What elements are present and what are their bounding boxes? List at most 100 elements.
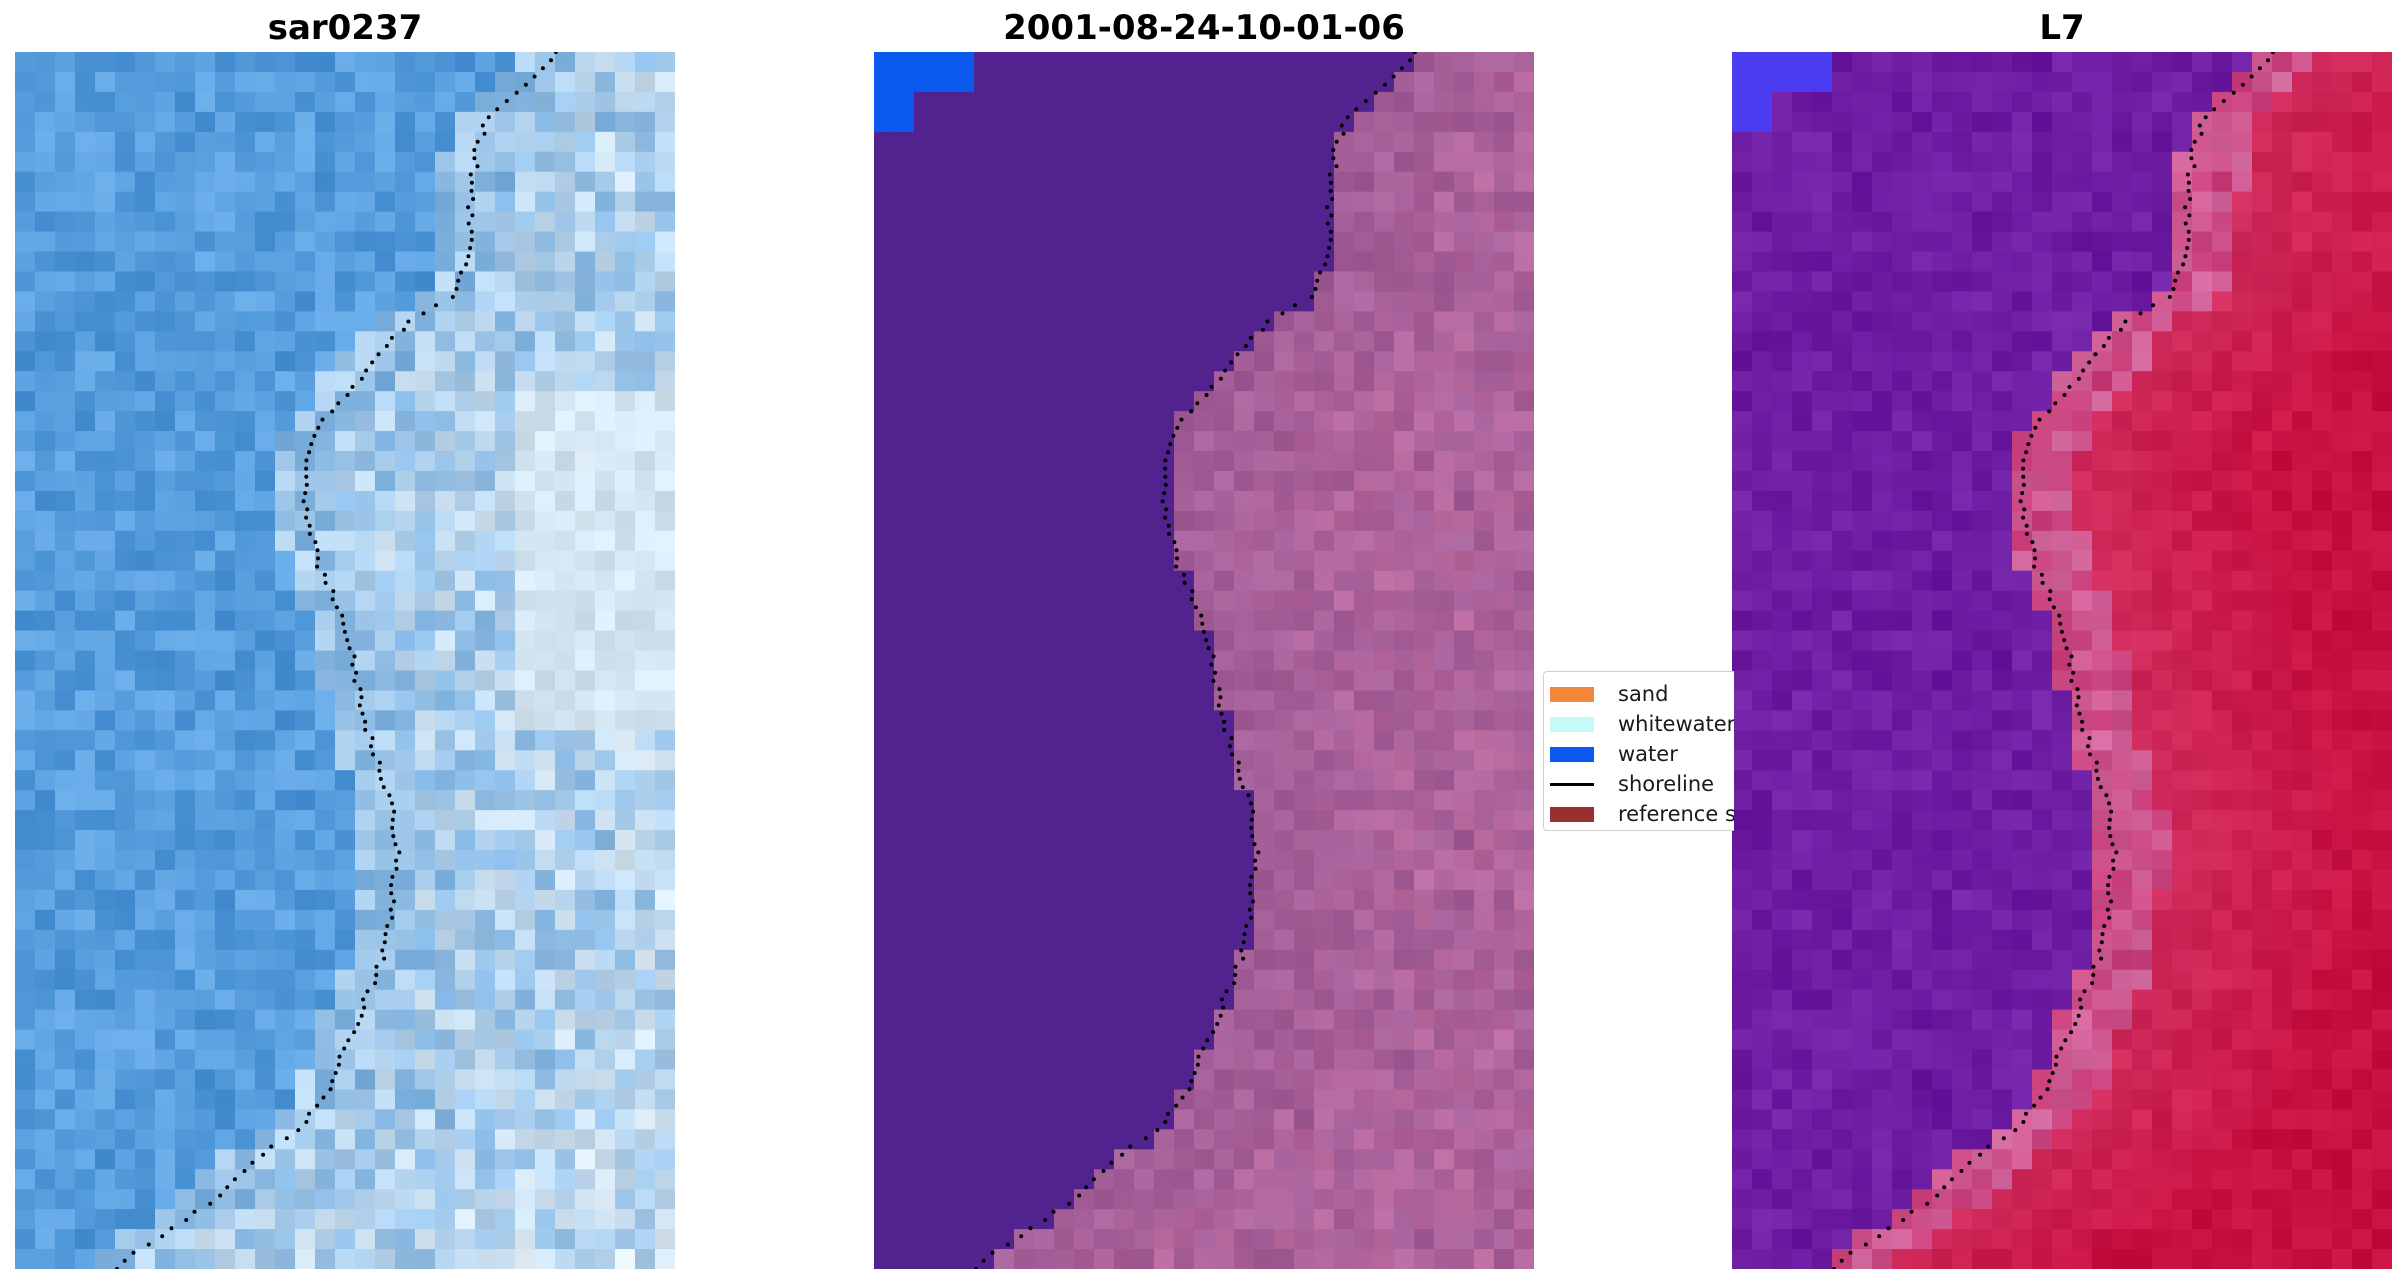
image-pixel <box>175 351 196 372</box>
image-pixel <box>1274 231 1295 253</box>
image-pixel <box>195 929 216 951</box>
image-pixel <box>1474 52 1495 73</box>
image-pixel <box>2092 351 2113 372</box>
image-pixel <box>1414 371 1435 392</box>
image-pixel <box>535 610 556 632</box>
image-pixel <box>994 191 1015 213</box>
shoreline-point <box>1248 891 1253 896</box>
image-pixel <box>595 1109 616 1130</box>
image-pixel <box>395 1049 416 1071</box>
image-pixel <box>2232 91 2253 113</box>
image-pixel <box>135 431 156 452</box>
image-pixel <box>2252 311 2273 332</box>
image-pixel <box>874 590 895 612</box>
image-pixel <box>575 989 596 1011</box>
image-pixel <box>515 1029 536 1051</box>
image-pixel <box>1732 251 1753 273</box>
image-pixel <box>1354 949 1375 971</box>
image-pixel <box>275 211 296 233</box>
image-pixel <box>2132 231 2153 253</box>
image-pixel <box>1134 52 1155 73</box>
image-pixel <box>1494 351 1515 372</box>
image-pixel <box>914 690 935 711</box>
image-pixel <box>974 810 995 831</box>
image-pixel <box>1074 590 1095 612</box>
image-pixel <box>155 411 176 432</box>
image-pixel <box>375 690 396 711</box>
image-pixel <box>914 1169 935 1190</box>
image-pixel <box>2172 271 2193 293</box>
image-pixel <box>495 969 516 991</box>
image-pixel <box>635 530 656 552</box>
image-pixel <box>1314 291 1335 312</box>
image-pixel <box>1374 331 1395 352</box>
image-pixel <box>2132 52 2153 73</box>
image-pixel <box>275 750 296 771</box>
image-pixel <box>55 271 76 293</box>
image-pixel <box>135 810 156 831</box>
image-pixel <box>1454 750 1475 771</box>
image-pixel <box>255 71 276 93</box>
image-pixel <box>155 211 176 233</box>
image-pixel <box>515 91 536 113</box>
image-pixel <box>1374 231 1395 253</box>
image-pixel <box>1074 331 1095 352</box>
image-pixel <box>1494 431 1515 452</box>
image-pixel <box>2172 331 2193 352</box>
image-pixel <box>1274 850 1295 871</box>
image-pixel <box>615 311 636 332</box>
image-pixel <box>95 550 116 572</box>
image-pixel <box>375 530 396 552</box>
image-pixel <box>1114 550 1135 572</box>
image-pixel <box>1394 371 1415 392</box>
image-pixel <box>2092 211 2113 233</box>
image-pixel <box>555 311 576 332</box>
image-pixel <box>994 331 1015 352</box>
image-pixel <box>175 650 196 672</box>
image-pixel <box>335 91 356 113</box>
image-pixel <box>954 391 975 412</box>
image-pixel <box>914 1009 935 1031</box>
shoreline-point <box>192 1209 197 1214</box>
image-pixel <box>1294 371 1315 392</box>
image-pixel <box>355 929 376 951</box>
image-pixel <box>55 650 76 672</box>
image-pixel <box>974 869 995 891</box>
image-pixel <box>635 1089 656 1110</box>
image-pixel <box>475 510 496 532</box>
image-pixel <box>1514 610 1534 632</box>
image-pixel <box>2372 91 2392 113</box>
image-pixel <box>1494 570 1515 592</box>
image-pixel <box>1454 431 1475 452</box>
image-pixel <box>1792 231 1813 253</box>
image-pixel <box>1374 750 1395 771</box>
image-pixel <box>455 291 476 312</box>
image-pixel <box>974 1209 995 1230</box>
image-pixel <box>95 1089 116 1110</box>
image-pixel <box>894 1029 915 1051</box>
image-pixel <box>415 211 436 233</box>
image-pixel <box>55 411 76 432</box>
image-pixel <box>295 570 316 592</box>
image-pixel <box>75 630 96 652</box>
image-pixel <box>1354 391 1375 412</box>
image-pixel <box>335 1069 356 1091</box>
image-pixel <box>1314 989 1335 1011</box>
image-pixel <box>2372 411 2392 432</box>
image-pixel <box>974 889 995 911</box>
image-pixel <box>1134 670 1155 692</box>
image-pixel <box>1972 52 1993 73</box>
image-pixel <box>1134 431 1155 452</box>
image-pixel <box>475 1009 496 1031</box>
image-pixel <box>1274 131 1295 153</box>
image-pixel <box>1154 271 1175 293</box>
image-pixel <box>335 690 356 711</box>
image-pixel <box>215 770 236 791</box>
image-pixel <box>395 610 416 632</box>
image-pixel <box>1832 151 1853 173</box>
image-pixel <box>974 291 995 312</box>
image-pixel <box>515 171 536 193</box>
image-pixel <box>415 52 436 73</box>
image-pixel <box>1074 869 1095 891</box>
image-pixel <box>55 869 76 891</box>
